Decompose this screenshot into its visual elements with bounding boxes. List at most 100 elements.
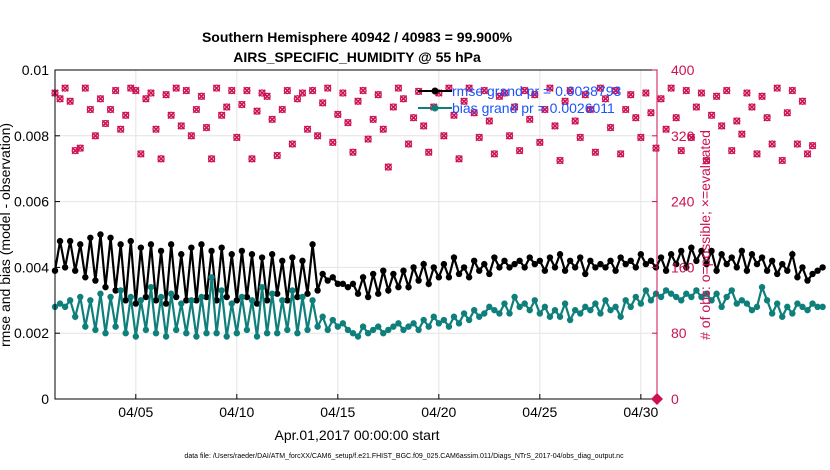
rmse-point bbox=[511, 260, 518, 268]
y-right-tick-label: 240 bbox=[671, 194, 695, 210]
bias-point bbox=[521, 300, 528, 307]
rmse-point bbox=[481, 260, 488, 268]
y-left-tick-label: 0.002 bbox=[14, 325, 49, 341]
bias-point bbox=[672, 293, 680, 301]
bias-point bbox=[132, 333, 140, 340]
obs-evaluated-point bbox=[591, 148, 600, 157]
obs-evaluated-point bbox=[137, 150, 145, 158]
bias-point bbox=[92, 326, 99, 334]
obs-possible-point bbox=[551, 122, 559, 130]
obs-evaluated-point bbox=[551, 122, 559, 130]
bias-point bbox=[450, 313, 458, 320]
bias-point bbox=[263, 330, 271, 337]
obs-evaluated-point bbox=[455, 155, 463, 163]
obs-possible-point bbox=[233, 133, 241, 142]
rmse-point bbox=[526, 254, 533, 261]
rmse-point bbox=[597, 260, 604, 268]
obs-possible-point bbox=[409, 114, 418, 122]
obs-possible-point bbox=[460, 97, 468, 105]
bias-point bbox=[622, 297, 629, 304]
x-tick-label: 04/20 bbox=[421, 404, 456, 420]
bias-point bbox=[395, 320, 402, 327]
obs-possible-point bbox=[712, 92, 721, 100]
obs-possible-point bbox=[500, 89, 509, 97]
obs-evaluated-point bbox=[303, 125, 312, 133]
obs-evaluated-point bbox=[733, 117, 741, 125]
rmse-point bbox=[299, 257, 306, 265]
chart-title: Southern Hemisphere 40942 / 40983 = 99.9… bbox=[202, 29, 513, 45]
rmse-point bbox=[617, 254, 624, 261]
rmse-point bbox=[324, 277, 331, 284]
obs-possible-point bbox=[212, 84, 221, 92]
bias-point bbox=[127, 293, 134, 301]
bias-point bbox=[238, 293, 246, 301]
obs-possible-point bbox=[566, 86, 574, 95]
obs-evaluated-point bbox=[86, 105, 95, 114]
obs-possible-point bbox=[122, 111, 130, 119]
obs-possible-point bbox=[384, 163, 392, 171]
bias-point bbox=[142, 326, 150, 334]
rmse-point bbox=[627, 257, 634, 265]
obs-evaluated-point bbox=[536, 138, 544, 147]
obs-evaluated-point bbox=[687, 133, 696, 142]
x-tick-label: 04/25 bbox=[522, 404, 557, 420]
rmse-point bbox=[723, 260, 730, 268]
obs-possible-point bbox=[374, 91, 382, 99]
rmse-point bbox=[607, 257, 614, 265]
obs-possible-point bbox=[485, 117, 493, 125]
obs-evaluated-point bbox=[96, 95, 105, 103]
footnote: data file: /Users/raeder/DAI/ATM_forcXX/… bbox=[184, 453, 624, 460]
obs-evaluated-point bbox=[566, 86, 574, 95]
y-left-tick-label: 0.01 bbox=[22, 62, 49, 78]
bias-point bbox=[364, 330, 372, 337]
obs-evaluated-point bbox=[662, 125, 670, 133]
bias-point bbox=[178, 300, 185, 307]
rmse-point bbox=[693, 257, 700, 265]
obs-possible-point bbox=[490, 150, 499, 158]
bias-point bbox=[152, 330, 160, 337]
bias-point bbox=[733, 300, 740, 307]
rmse-point bbox=[359, 274, 367, 281]
rmse-point bbox=[642, 260, 650, 268]
bias-point bbox=[587, 306, 594, 314]
obs-evaluated-point bbox=[758, 92, 766, 101]
obs-possible-point bbox=[207, 155, 216, 163]
rmse-point bbox=[455, 270, 463, 278]
rmse-point bbox=[173, 293, 180, 301]
bias-point bbox=[203, 330, 210, 337]
obs-evaluated-point bbox=[768, 140, 776, 148]
rmse-point bbox=[183, 297, 190, 304]
bias-point bbox=[551, 306, 559, 314]
obs-evaluated-point bbox=[248, 155, 256, 163]
bias-point bbox=[415, 326, 422, 334]
y-left-tick-label: 0 bbox=[41, 391, 49, 407]
obs-evaluated-point bbox=[339, 89, 347, 97]
rmse-point bbox=[435, 274, 443, 281]
obs-possible-point bbox=[319, 99, 327, 107]
bias-point bbox=[612, 303, 619, 311]
legend-label-rmse: rmse grand pr = 0.0038793 bbox=[452, 83, 621, 99]
rmse-point bbox=[465, 274, 473, 281]
plot-frame bbox=[54, 69, 658, 400]
obs-possible-point bbox=[81, 84, 89, 92]
obs-evaluated-point bbox=[722, 86, 731, 95]
bias-point bbox=[258, 283, 266, 291]
bias-point bbox=[354, 333, 362, 340]
rmse-point bbox=[253, 300, 261, 307]
bias-point bbox=[167, 290, 175, 297]
legend-marker-bias bbox=[431, 104, 439, 112]
obs-evaluated-point bbox=[450, 111, 458, 120]
obs-possible-point bbox=[187, 132, 196, 140]
bias-point bbox=[248, 297, 256, 304]
obs-possible-point bbox=[677, 146, 685, 155]
bias-point bbox=[794, 300, 801, 307]
obs-possible-point bbox=[753, 150, 761, 158]
obs-possible-point bbox=[707, 111, 716, 119]
obs-evaluated-point bbox=[606, 123, 615, 132]
bias-point bbox=[66, 297, 74, 304]
obs-evaluated-point bbox=[157, 155, 165, 163]
rmse-point bbox=[117, 241, 124, 248]
y-axis-label-left: rmse and bias (model - observation) bbox=[0, 123, 13, 347]
obs-evaluated-point bbox=[667, 84, 675, 92]
obs-possible-point bbox=[702, 156, 711, 165]
